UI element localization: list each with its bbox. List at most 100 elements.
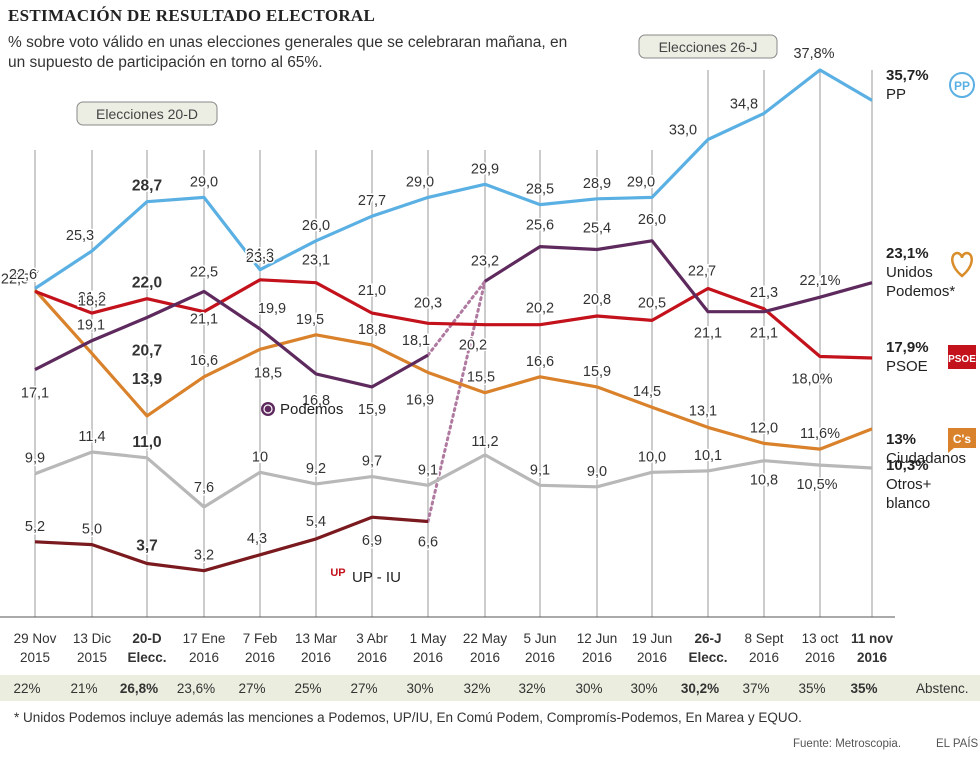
x-tick-label: 2016 xyxy=(301,650,331,665)
publisher-credit: EL PAÍS xyxy=(936,738,979,750)
data-label-ciudadanos: 14,5 xyxy=(633,384,661,400)
x-tick-label: 2016 xyxy=(525,650,555,665)
x-tick-label: 26-J xyxy=(694,631,721,646)
chart-subtitle: % sobre voto válido en unas elecciones g… xyxy=(8,34,568,71)
data-label-ciudadanos: 18,5 xyxy=(254,365,282,381)
data-label-ciudadanos: 16,6 xyxy=(190,353,218,369)
data-label-podemos: 21,1 xyxy=(750,326,778,342)
end-value-ciudadanos: 13% xyxy=(886,431,916,448)
data-label-otros: 9,7 xyxy=(362,454,382,470)
x-tick-label: 2016 xyxy=(805,650,835,665)
data-label-upiu: 6,9 xyxy=(362,533,382,549)
end-name2-otros: blanco xyxy=(886,495,930,512)
data-label-pp: 24,0 xyxy=(246,247,274,263)
pp-logo-icon xyxy=(949,72,975,98)
abstention-value: 30% xyxy=(630,681,657,696)
data-label-psoe: 21,0 xyxy=(358,283,386,299)
data-label-pp: 29,0 xyxy=(406,174,434,190)
abstention-value: 32% xyxy=(463,681,490,696)
data-label-ciudadanos: 16,9 xyxy=(406,392,434,408)
data-label-ciudadanos: 22,6 xyxy=(9,267,37,283)
data-label-pp: 27,7 xyxy=(358,193,386,209)
data-label-psoe: 20,3 xyxy=(414,295,442,311)
data-label-otros: 9,0 xyxy=(587,464,607,480)
x-tick-label: 13 Mar xyxy=(295,631,338,646)
abstention-value: 35% xyxy=(798,681,825,696)
x-tick-label: 12 Jun xyxy=(577,631,618,646)
data-label-ciudadanos: 15,9 xyxy=(583,364,611,380)
data-label-otros: 9,9 xyxy=(25,451,45,467)
annotation-label: Elecciones 26-J xyxy=(659,39,758,55)
series-line-ciudadanos xyxy=(33,288,873,451)
x-tick-label: 3 Abr xyxy=(356,631,388,646)
abstention-value: 23,6% xyxy=(177,681,215,696)
x-tick-label: 2015 xyxy=(77,650,107,665)
x-tick-label: 1 May xyxy=(410,631,447,646)
data-label-upiu: 5,2 xyxy=(25,519,45,535)
data-label-otros: 10,0 xyxy=(638,449,666,465)
data-label-otros: 10,1 xyxy=(694,448,722,464)
data-label-pp: 28,5 xyxy=(526,182,554,198)
data-label-pp: 33,0 xyxy=(669,122,697,138)
x-tick-label: 2016 xyxy=(413,650,443,665)
inline-label-podemos: Podemos xyxy=(280,401,343,418)
data-label-ciudadanos: 18,2 xyxy=(78,294,106,310)
data-label-pp: 25,3 xyxy=(66,228,94,244)
data-label-pp: 29,0 xyxy=(190,174,218,190)
x-tick-label: 2016 xyxy=(857,650,888,665)
abstention-band xyxy=(0,675,980,701)
data-label-ciudadanos: 12,0 xyxy=(750,420,778,436)
data-label-pp: 37,8% xyxy=(793,46,834,62)
line-chart: Elecciones 20-D Elecciones 26-J 22,7 25,3 28… xyxy=(0,34,980,701)
chart-title: ESTIMACIÓN DE RESULTADO ELECTORAL xyxy=(8,6,376,25)
data-label-podemos: 17,1 xyxy=(21,386,49,402)
end-name-otros: Otros+ xyxy=(886,476,932,493)
series-line-pp xyxy=(34,68,873,290)
x-tick-label: 2016 xyxy=(637,650,667,665)
abstention-value: 30,2% xyxy=(681,681,719,696)
data-label-ciudadanos: 13,9 xyxy=(132,371,163,388)
data-label-psoe: 22,5 xyxy=(1,271,29,287)
x-tick-label: Elecc. xyxy=(688,650,727,665)
x-tick-label: 13 oct xyxy=(802,631,839,646)
end-name-psoe: PSOE xyxy=(886,358,928,375)
data-label-otros: 11,0 xyxy=(132,434,161,451)
data-label-psoe: 20,5 xyxy=(638,295,666,311)
end-name-ciudadanos: Ciudadanos xyxy=(886,450,966,467)
data-label-psoe: 20,2 xyxy=(459,338,487,354)
data-label-podemos: 21,1 xyxy=(694,326,722,342)
data-label-pp: 34,8 xyxy=(730,96,758,112)
psoe-logo-text: PSOE xyxy=(948,354,976,365)
series-line-podemos xyxy=(34,289,429,389)
annotation-box xyxy=(638,34,778,59)
end-name2-podemos: Podemos* xyxy=(886,283,955,300)
series-line-upiu xyxy=(34,515,429,573)
x-tick-label: 29 Nov xyxy=(14,631,57,646)
x-tick-label: 5 Jun xyxy=(523,631,556,646)
data-label-psoe: 20,8 xyxy=(583,292,611,308)
x-tick-label: 2015 xyxy=(20,650,50,665)
data-label-pp: 28,7 xyxy=(132,178,162,195)
abstention-value: 30% xyxy=(575,681,602,696)
annotation-box xyxy=(76,101,218,126)
data-label-podemos: 26,0 xyxy=(638,212,666,228)
end-value-podemos: 23,1% xyxy=(886,245,929,262)
x-tick-label: 7 Feb xyxy=(243,631,278,646)
data-label-upiu: 5,4 xyxy=(306,514,326,530)
data-label-podemos: 19,9 xyxy=(258,301,286,317)
x-tick-label: 2016 xyxy=(470,650,500,665)
data-label-podemos: 16,8 xyxy=(302,393,330,409)
data-label-pp: 28,9 xyxy=(583,176,611,192)
data-label-pp: 22,7 xyxy=(11,269,39,285)
unidos-podemos-heart-icon xyxy=(951,251,973,278)
x-tick-label: 2016 xyxy=(245,650,275,665)
data-label-psoe: 21,3 xyxy=(750,285,778,301)
data-label-podemos: 18,1 xyxy=(402,333,430,349)
data-label-pp: 26,0 xyxy=(302,218,330,234)
data-label-otros: 9,1 xyxy=(530,462,550,478)
data-label-podemos: 22,5 xyxy=(190,264,218,280)
data-label-podemos: 25,4 xyxy=(583,220,611,236)
x-tick-label: 2016 xyxy=(189,650,219,665)
upiu-logo-icon: UP xyxy=(330,567,345,579)
